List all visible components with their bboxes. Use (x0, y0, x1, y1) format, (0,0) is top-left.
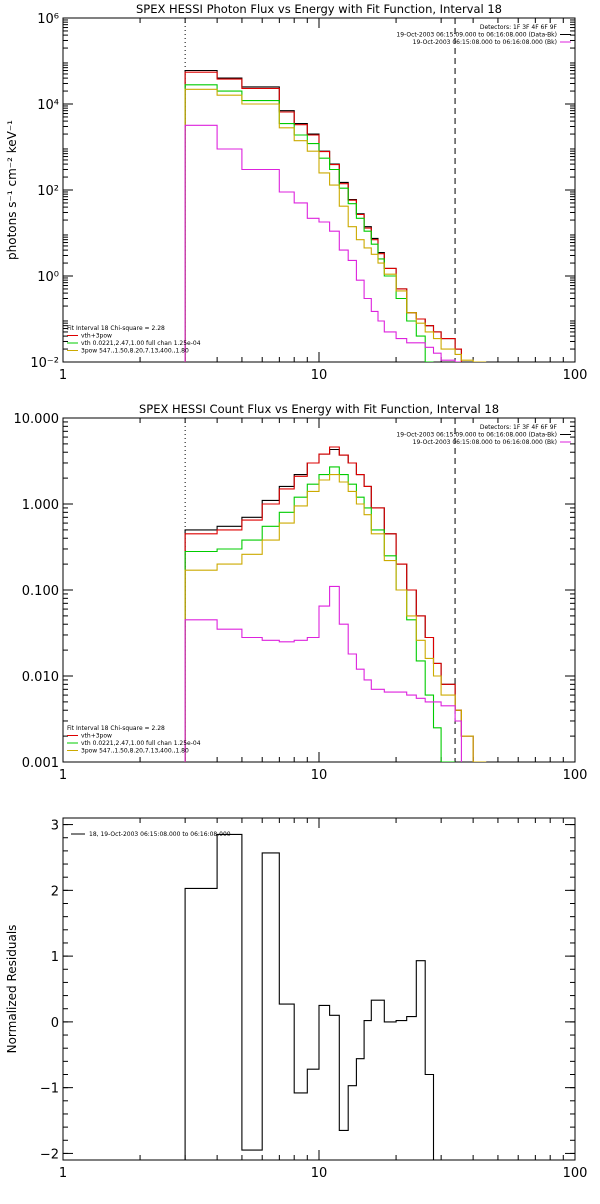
x-tick-label: 10 (311, 368, 328, 383)
count-flux-panel: SPEX HESSI Count Flux vs Energy with Fit… (14, 402, 588, 783)
x-tick-label: 100 (563, 368, 588, 383)
x-tick-label: 100 (563, 768, 588, 783)
info-line: Detectors: 1F 3F 4F 6F 9F (480, 424, 558, 431)
x-tick-label: 100 (563, 1166, 588, 1181)
y-axis: 10⁻² 10⁰ 10² 10⁴ 10⁶ (30, 12, 575, 371)
photon-flux-panel: SPEX HESSI Photon Flux vs Energy with Fi… (5, 2, 587, 383)
info-line: 19-Oct-2003 06:15:08.000 to 06:16:08.000… (413, 439, 557, 446)
x-tick-label: 1 (59, 1166, 67, 1181)
y-tick-label: 10⁶ (37, 12, 59, 27)
y-tick-label: 2 (51, 884, 59, 899)
info-line: 19-Oct-2003 06:15:09.000 to 06:16:08.000… (396, 432, 557, 439)
y-tick-label: 0.100 (22, 584, 59, 599)
y-tick-label: 0 (51, 1016, 59, 1031)
y-tick-label: 0.010 (22, 670, 59, 685)
y-tick-label: 10⁰ (37, 270, 59, 285)
fit-line: vth 0.0221,2.47,1.00 full chan 1.25e-04 (81, 740, 201, 747)
x-tick-label: 1 (59, 368, 67, 383)
y-axis-label: Normalized Residuals (5, 925, 19, 1054)
fit-line: vth+3pow (81, 333, 112, 340)
y-tick-label: 10² (37, 184, 59, 199)
fit-line: 3pow 547.,1.50,8.20,7.13,400.,1.80 (81, 348, 189, 355)
series-1-histogram (184, 446, 487, 762)
x-axis: 1 10 100 (59, 818, 588, 1181)
chart-title: SPEX HESSI Photon Flux vs Energy with Fi… (136, 2, 502, 16)
fit-line: Fit Interval 18 Chi-square = 2.28 (67, 725, 165, 732)
series-1-histogram (184, 71, 462, 362)
data-area (184, 446, 487, 762)
plot-frame (62, 417, 576, 763)
y-tick-label: −2 (40, 1147, 59, 1162)
fit-line: Fit Interval 18 Chi-square = 2.28 (67, 325, 165, 332)
residuals-panel: Normalized Residuals 1 10 100 −2 −1 0 1 2 3 18, 19… (5, 817, 588, 1181)
y-tick-label: 1 (51, 950, 59, 965)
series-2-histogram (184, 466, 456, 762)
series-3-histogram (184, 474, 487, 762)
x-tick-label: 10 (311, 1166, 328, 1181)
data-area (184, 833, 456, 1160)
y-axis-label: photons s⁻¹ cm⁻² keV⁻¹ (5, 120, 19, 260)
chart-title: SPEX HESSI Count Flux vs Energy with Fit… (139, 402, 499, 416)
y-tick-label: −1 (40, 1082, 59, 1097)
series-4-histogram (184, 585, 462, 762)
series-0-histogram (184, 833, 456, 1160)
x-tick-label: 1 (59, 768, 67, 783)
series-2-histogram (184, 84, 434, 362)
y-tick-label: 10.000 (14, 412, 60, 427)
fit-line: 3pow 547.,1.50,8.20,7.13,400.,1.80 (81, 748, 189, 755)
info-line: 19-Oct-2003 06:15:09.000 to 06:16:08.000… (396, 32, 557, 39)
fit-line: vth 0.0221,2.47,1.00 full chan 1.25e-04 (81, 340, 201, 347)
y-tick-label: 0.001 (22, 756, 59, 771)
x-tick-label: 10 (311, 768, 328, 783)
plot-frame (62, 817, 576, 1161)
fit-line: vth+3pow (81, 733, 112, 740)
data-area (184, 69, 487, 362)
y-axis: −2 −1 0 1 2 3 (40, 819, 575, 1162)
legend-entry: 18, 19-Oct-2003 06:15:08.000 to 06:16:08… (89, 831, 231, 838)
y-tick-label: 10⁴ (37, 98, 59, 113)
series-4-histogram (184, 124, 462, 362)
y-tick-label: 10⁻² (30, 356, 59, 371)
y-tick-label: 3 (51, 819, 59, 834)
y-tick-label: 1.000 (22, 498, 59, 513)
info-line: Detectors: 1F 3F 4F 6F 9F (480, 24, 558, 31)
series-0-histogram (184, 448, 487, 762)
series-3-histogram (184, 88, 487, 362)
plot-frame (62, 17, 576, 363)
series-0-histogram (184, 69, 462, 362)
y-axis: 0.001 0.010 0.100 1.000 10.000 (14, 412, 575, 771)
info-line: 19-Oct-2003 06:15:08.000 to 06:16:08.000… (413, 39, 557, 46)
